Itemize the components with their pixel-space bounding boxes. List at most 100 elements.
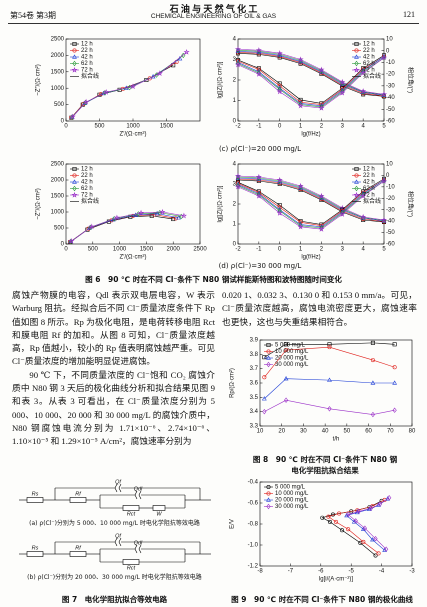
volume: 第54卷 第3期 — [10, 11, 56, 20]
y-tick-label: 0 — [233, 119, 237, 125]
legend-marker — [266, 503, 271, 510]
y2-tick-label: -50 — [386, 230, 395, 236]
series-line — [71, 211, 184, 242]
marker — [327, 519, 332, 524]
y-tick-label: 3.7 — [250, 366, 259, 372]
legend-label: 62 h — [81, 61, 93, 67]
series-line — [237, 178, 385, 225]
y-tick-label: 0 — [61, 119, 65, 125]
x-tick-label: -7 — [288, 569, 294, 575]
marker — [360, 69, 367, 76]
legend-marker — [266, 485, 271, 490]
y2-tick-label: -40 — [386, 95, 395, 101]
y-axis-label: −Z″/(Ω·cm²) — [36, 188, 42, 219]
legend-label: 22 h — [81, 48, 93, 54]
x-tick-label: -2 — [235, 247, 241, 253]
series-line — [237, 56, 385, 105]
x-axis-label: Z′/(Ω·cm²) — [120, 132, 147, 138]
y2-tick-label: 10 — [386, 162, 393, 168]
y-tick-label: 1000 — [51, 86, 65, 92]
marker — [234, 183, 242, 190]
legend-marker — [72, 185, 77, 192]
marker — [234, 46, 242, 52]
circuit-caption: (b) ρ(Cl⁻)分别为 20 000、30 000 mg/L 时电化学阻抗等… — [27, 574, 202, 581]
marker — [384, 546, 389, 552]
marker — [255, 192, 262, 199]
series-line — [72, 51, 187, 117]
series-line — [321, 500, 382, 556]
marker — [173, 216, 178, 221]
x-tick-label: 0 — [278, 124, 282, 130]
x-tick-label: 30 — [300, 429, 307, 435]
y2-tick-label: 0 — [386, 48, 390, 54]
marker — [318, 66, 325, 73]
x-tick-label: -8 — [257, 569, 263, 575]
legend-marker — [354, 42, 359, 47]
y-axis-label: lg[|Z|/(Ω·cm²)] — [218, 61, 224, 98]
bode-chart: -2 -1 0 1 2 3 4 501234-60-50-40-30-20-10010lg(f… — [218, 37, 415, 138]
plot-frame — [65, 163, 201, 245]
cpe — [134, 490, 142, 500]
marker — [339, 204, 346, 211]
legend-label: 10 000 mg/L — [275, 349, 309, 355]
y-tick-label: 2500 — [51, 162, 65, 168]
component-label: Qf — [115, 533, 121, 539]
marker — [284, 342, 289, 347]
x-tick-label: 500 — [94, 124, 105, 130]
legend-label: 62 h — [363, 186, 375, 192]
marker — [88, 223, 95, 230]
y-tick-label: 1000 — [51, 210, 65, 216]
figure-caption: 图 8 90 ℃ 时在不同 Cl⁻条件下 N80 钢电化学阻抗拟合结果 — [252, 455, 398, 475]
legend-label: 5 000 mg/L — [275, 485, 306, 491]
marker — [318, 104, 325, 111]
marker — [255, 70, 262, 77]
y-tick-label: 0 — [61, 242, 65, 248]
legend-label: 30 000 mg/L — [275, 362, 309, 368]
series-line — [237, 179, 385, 223]
series-line — [347, 497, 390, 550]
y-tick-label: 3.4 — [250, 409, 259, 415]
series-line — [237, 56, 385, 107]
legend-marker — [354, 60, 359, 67]
series-line — [264, 378, 395, 399]
legend-marker — [354, 173, 359, 178]
marker — [392, 365, 397, 370]
marker — [370, 340, 375, 345]
legend-marker — [72, 54, 77, 59]
marker — [361, 539, 366, 544]
series-line — [237, 177, 385, 222]
series-line — [237, 180, 385, 230]
legend-label: 20 000 mg/L — [275, 356, 309, 362]
marker — [320, 515, 325, 520]
x-tick-label: -4 — [379, 569, 385, 575]
marker — [277, 81, 282, 86]
resistor — [122, 505, 140, 511]
figure-caption: 图 9 90 ℃ 时在不同 Cl⁻条件下 N80 钢的极化曲线 — [231, 595, 413, 604]
marker — [262, 408, 267, 415]
x-tick-label: 2 — [320, 124, 324, 130]
component-label: Qf — [115, 479, 121, 485]
marker — [234, 172, 242, 179]
x-tick-label: -1 — [256, 124, 262, 130]
marker — [261, 396, 267, 401]
polarization-chart: -8 -7 -6 -5 -4 -3 -1.2 -1.0 -0.8 -0.6 -0.4 lg[i/(A·… — [230, 480, 416, 583]
series-line — [237, 52, 385, 97]
legend-marker — [353, 191, 360, 198]
marker — [376, 502, 381, 507]
x-tick-label: 20 — [278, 429, 285, 435]
x-tick-label: 10 — [257, 429, 264, 435]
legend-marker — [266, 361, 271, 368]
legend-label: 22 h — [363, 48, 375, 54]
legend-label: 42 h — [81, 55, 93, 61]
marker — [392, 407, 397, 413]
series-line — [237, 49, 385, 96]
cpe — [134, 544, 142, 554]
series-line — [237, 48, 385, 95]
marker — [373, 535, 378, 542]
component-label: Rct — [127, 565, 136, 571]
component-label: Rct — [127, 511, 136, 517]
x-tick-label: 1 — [299, 124, 303, 130]
x-axis-label: Z′/(Ω·cm²) — [120, 255, 147, 261]
marker — [360, 88, 367, 94]
marker — [380, 216, 388, 223]
